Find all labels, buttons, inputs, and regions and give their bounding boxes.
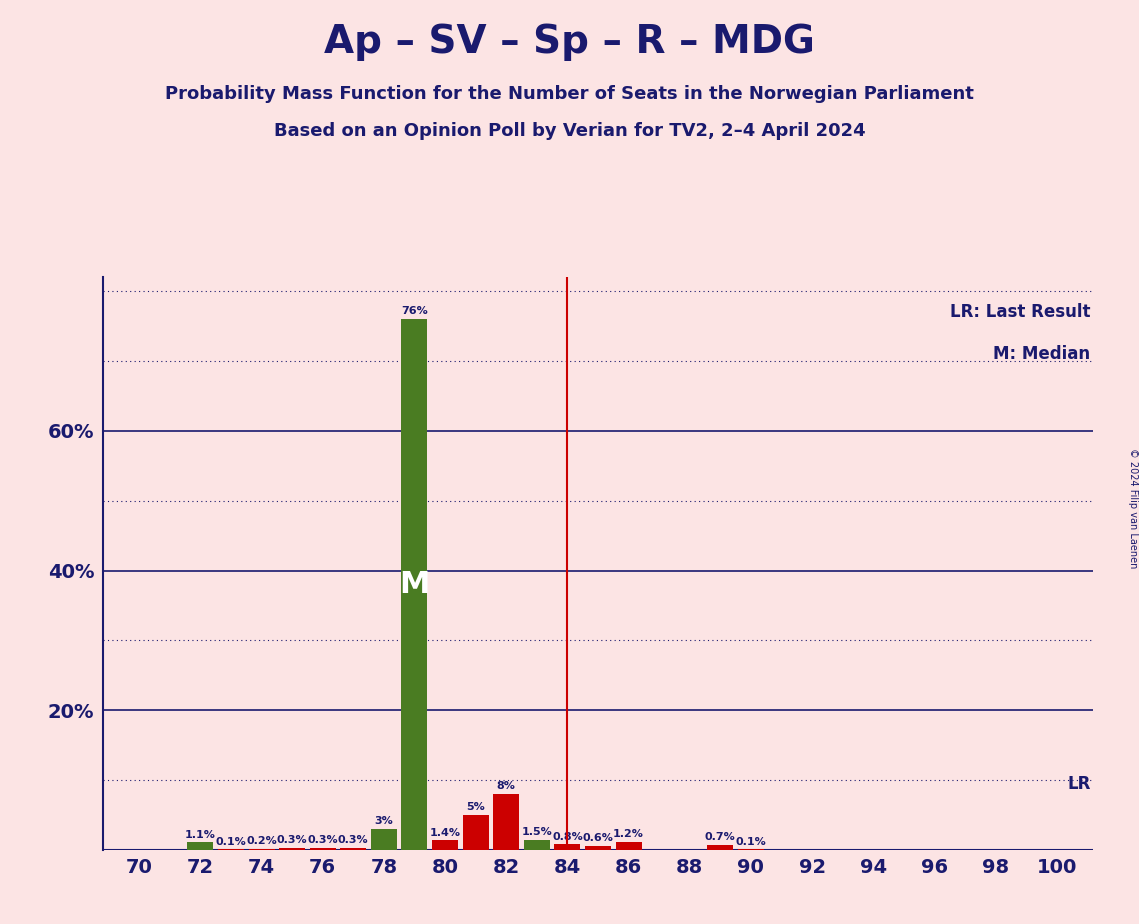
Text: 0.3%: 0.3% (308, 835, 338, 845)
Bar (462, 815, 489, 850)
Text: 1.4%: 1.4% (429, 828, 460, 837)
Bar (524, 840, 550, 850)
Text: M: Median: M: Median (993, 345, 1090, 363)
Bar (615, 842, 641, 850)
Text: LR: LR (1067, 774, 1090, 793)
Text: 0.3%: 0.3% (338, 835, 369, 845)
Bar (707, 845, 734, 850)
Text: LR: Last Result: LR: Last Result (950, 303, 1090, 322)
Text: 3%: 3% (375, 816, 393, 826)
Bar (188, 843, 213, 850)
Text: M: M (400, 570, 429, 599)
Bar (585, 845, 611, 850)
Text: 8%: 8% (497, 782, 516, 791)
Bar (248, 848, 274, 850)
Text: 5%: 5% (466, 802, 485, 812)
Text: Ap – SV – Sp – R – MDG: Ap – SV – Sp – R – MDG (325, 23, 814, 61)
Text: 0.1%: 0.1% (736, 836, 767, 846)
Text: 0.1%: 0.1% (215, 836, 246, 846)
Bar (341, 848, 367, 850)
Text: 1.5%: 1.5% (522, 827, 552, 837)
Text: 76%: 76% (401, 307, 428, 316)
Bar (279, 848, 305, 850)
Text: 0.8%: 0.8% (552, 832, 583, 842)
Text: © 2024 Filip van Laenen: © 2024 Filip van Laenen (1129, 448, 1138, 568)
Text: 0.3%: 0.3% (277, 835, 308, 845)
Bar (555, 845, 581, 850)
Text: 0.2%: 0.2% (246, 836, 277, 845)
Text: 0.7%: 0.7% (705, 833, 736, 843)
Bar (493, 795, 519, 850)
Bar (371, 829, 396, 850)
Text: 1.1%: 1.1% (185, 830, 215, 840)
Text: 1.2%: 1.2% (613, 829, 644, 839)
Bar (310, 848, 336, 850)
Text: Probability Mass Function for the Number of Seats in the Norwegian Parliament: Probability Mass Function for the Number… (165, 85, 974, 103)
Bar (401, 319, 427, 850)
Text: 0.6%: 0.6% (582, 833, 614, 843)
Bar (432, 840, 458, 850)
Text: Based on an Opinion Poll by Verian for TV2, 2–4 April 2024: Based on an Opinion Poll by Verian for T… (273, 122, 866, 140)
